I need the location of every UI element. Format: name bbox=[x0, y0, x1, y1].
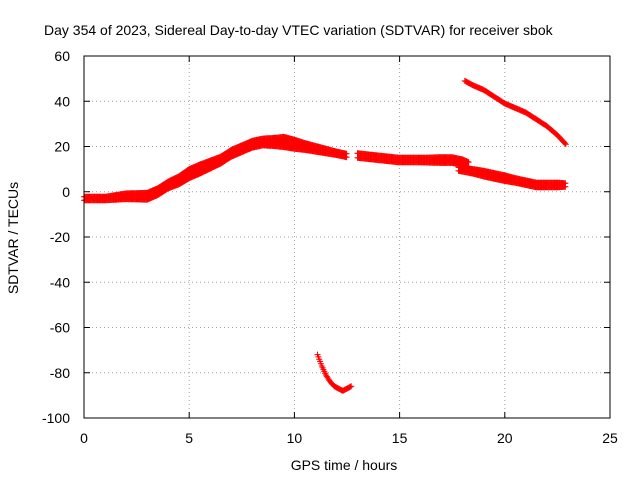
data-point bbox=[348, 383, 355, 390]
data-layer bbox=[81, 77, 569, 394]
x-tick-label: 0 bbox=[80, 430, 88, 446]
plot-border bbox=[83, 55, 611, 419]
y-tick-label: -40 bbox=[50, 274, 70, 290]
series-mid-arc bbox=[354, 150, 472, 170]
tick-labels: 0 5 10 15 20 25 -100 -80 -60 -40 -20 0 20 40 60 bbox=[42, 48, 618, 446]
chart-title: Day 354 of 2023, Sidereal Day-to-day VTE… bbox=[44, 22, 554, 38]
x-tick-label: 20 bbox=[497, 430, 513, 446]
x-tick-label: 15 bbox=[392, 430, 408, 446]
data-point bbox=[343, 154, 350, 161]
series-low-arc bbox=[314, 351, 355, 394]
y-axis-label: SDTVAR / TECUs bbox=[5, 182, 21, 294]
series-right-upper bbox=[461, 77, 569, 148]
y-tick-label: 40 bbox=[54, 93, 70, 109]
y-tick-label: -20 bbox=[50, 229, 70, 245]
y-tick-label: 60 bbox=[54, 48, 70, 64]
data-point bbox=[562, 140, 568, 147]
y-tick-label: -60 bbox=[50, 320, 70, 336]
y-tick-label: -80 bbox=[50, 365, 70, 381]
x-tick-label: 5 bbox=[185, 430, 193, 446]
y-tick-label: -100 bbox=[42, 410, 70, 426]
x-tick-label: 10 bbox=[287, 430, 303, 446]
ticks bbox=[83, 55, 611, 419]
grid bbox=[84, 56, 610, 418]
data-point bbox=[562, 141, 569, 148]
series-right-lower bbox=[455, 164, 569, 191]
data-point bbox=[562, 183, 569, 190]
y-tick-label: 20 bbox=[54, 139, 70, 155]
x-tick-label: 25 bbox=[602, 430, 618, 446]
y-tick-label: 0 bbox=[62, 184, 70, 200]
series-main-arc bbox=[81, 133, 350, 204]
x-axis-label: GPS time / hours bbox=[291, 457, 398, 473]
